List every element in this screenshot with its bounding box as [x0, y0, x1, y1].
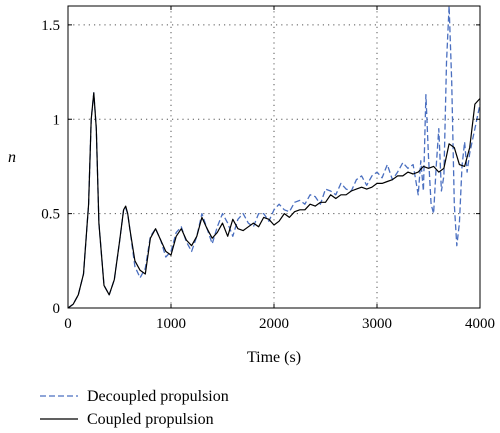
legend-label-coupled: Coupled propulsion	[87, 411, 214, 428]
x-tick-label: 4000	[465, 316, 495, 332]
y-tick-label: 0.5	[41, 207, 60, 223]
series-line-coupled	[67, 92, 481, 309]
x-tick-label: 0	[64, 316, 72, 332]
x-tick-label: 2000	[259, 316, 289, 332]
x-tick-label: 3000	[362, 316, 392, 332]
axis-ticks: 0 1000 2000 3000 4000 0 0.5 1 1.5	[41, 6, 495, 332]
x-tick-label: 1000	[156, 316, 186, 332]
y-tick-label: 1.5	[41, 18, 60, 34]
y-tick-label: 1	[53, 112, 61, 128]
x-axis-label: Time (s)	[247, 349, 301, 366]
legend-label-decoupled: Decoupled propulsion	[87, 388, 229, 405]
y-axis-label: n	[8, 149, 16, 166]
series-line-decoupled	[67, 5, 481, 309]
y-tick-label: 0	[53, 301, 61, 317]
legend: Decoupled propulsion Coupled propulsion	[40, 388, 229, 428]
grid-lines	[68, 6, 480, 308]
series-lines	[67, 5, 481, 309]
